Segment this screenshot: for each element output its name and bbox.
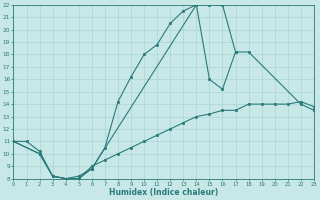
X-axis label: Humidex (Indice chaleur): Humidex (Indice chaleur) <box>109 188 218 197</box>
